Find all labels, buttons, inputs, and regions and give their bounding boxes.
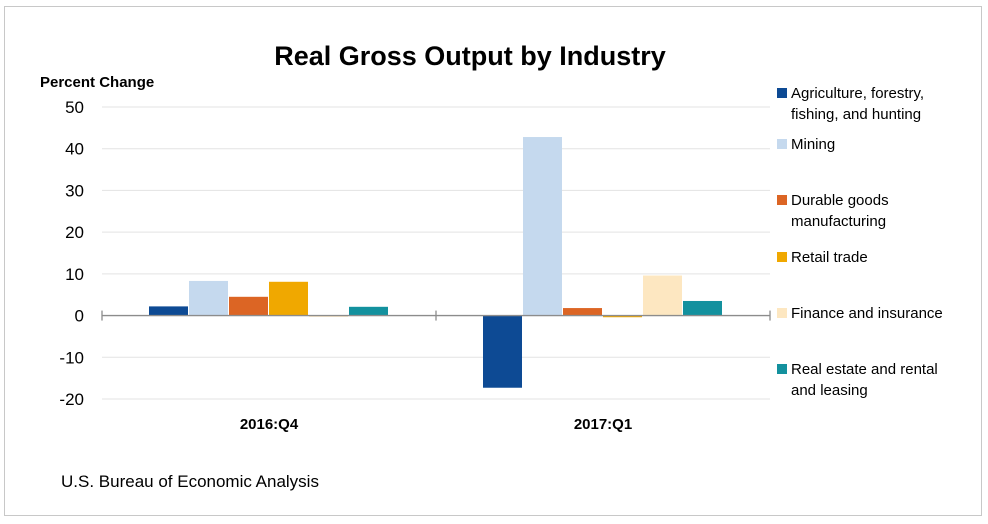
legend-label: fishing, and hunting (791, 106, 921, 123)
y-tick-label: 20 (65, 223, 84, 242)
y-tick-label: 50 (65, 98, 84, 117)
bars (149, 137, 722, 388)
bar (349, 306, 388, 316)
bar (483, 315, 522, 388)
legend-swatch (777, 139, 787, 149)
bar (523, 137, 562, 316)
legend-label: Agriculture, forestry, (791, 85, 924, 102)
bar (603, 315, 642, 318)
legend-label: Mining (791, 136, 835, 153)
chart-title: Real Gross Output by Industry (274, 41, 666, 71)
legend-swatch (777, 364, 787, 374)
bar (229, 296, 268, 316)
legend-label: manufacturing (791, 213, 886, 230)
bar (683, 300, 722, 316)
gridlines (102, 106, 770, 400)
legend-swatch (777, 88, 787, 98)
bar (563, 308, 602, 316)
legend: Agriculture, forestry, fishing, and hunti… (777, 85, 943, 399)
legend-swatch (777, 252, 787, 262)
category-label: 2017:Q1 (574, 416, 632, 433)
legend-swatch (777, 308, 787, 318)
legend-label: Finance and insurance (791, 305, 943, 322)
source-note: U.S. Bureau of Economic Analysis (61, 472, 319, 491)
y-axis-label: Percent Change (40, 74, 154, 91)
y-tick-label: 0 (75, 307, 84, 326)
y-tick-label: -20 (59, 390, 84, 409)
bar (189, 280, 228, 316)
y-tick-label: 40 (65, 140, 84, 159)
chart-frame (4, 6, 982, 516)
legend-swatch (777, 195, 787, 205)
y-tick-labels: 50 40 30 20 10 0 -10 -20 (59, 98, 84, 409)
y-tick-label: -10 (59, 348, 84, 367)
x-axis (101, 310, 771, 321)
legend-label: Real estate and rental (791, 361, 938, 378)
legend-label: and leasing (791, 382, 868, 399)
bar (149, 306, 188, 316)
y-tick-label: 30 (65, 181, 84, 200)
y-tick-label: 10 (65, 265, 84, 284)
bar (643, 275, 682, 316)
category-labels: 2016:Q4 2017:Q1 (240, 416, 632, 433)
legend-label: Retail trade (791, 249, 868, 266)
legend-label: Durable goods (791, 192, 889, 209)
bar (269, 281, 308, 316)
category-label: 2016:Q4 (240, 416, 299, 433)
